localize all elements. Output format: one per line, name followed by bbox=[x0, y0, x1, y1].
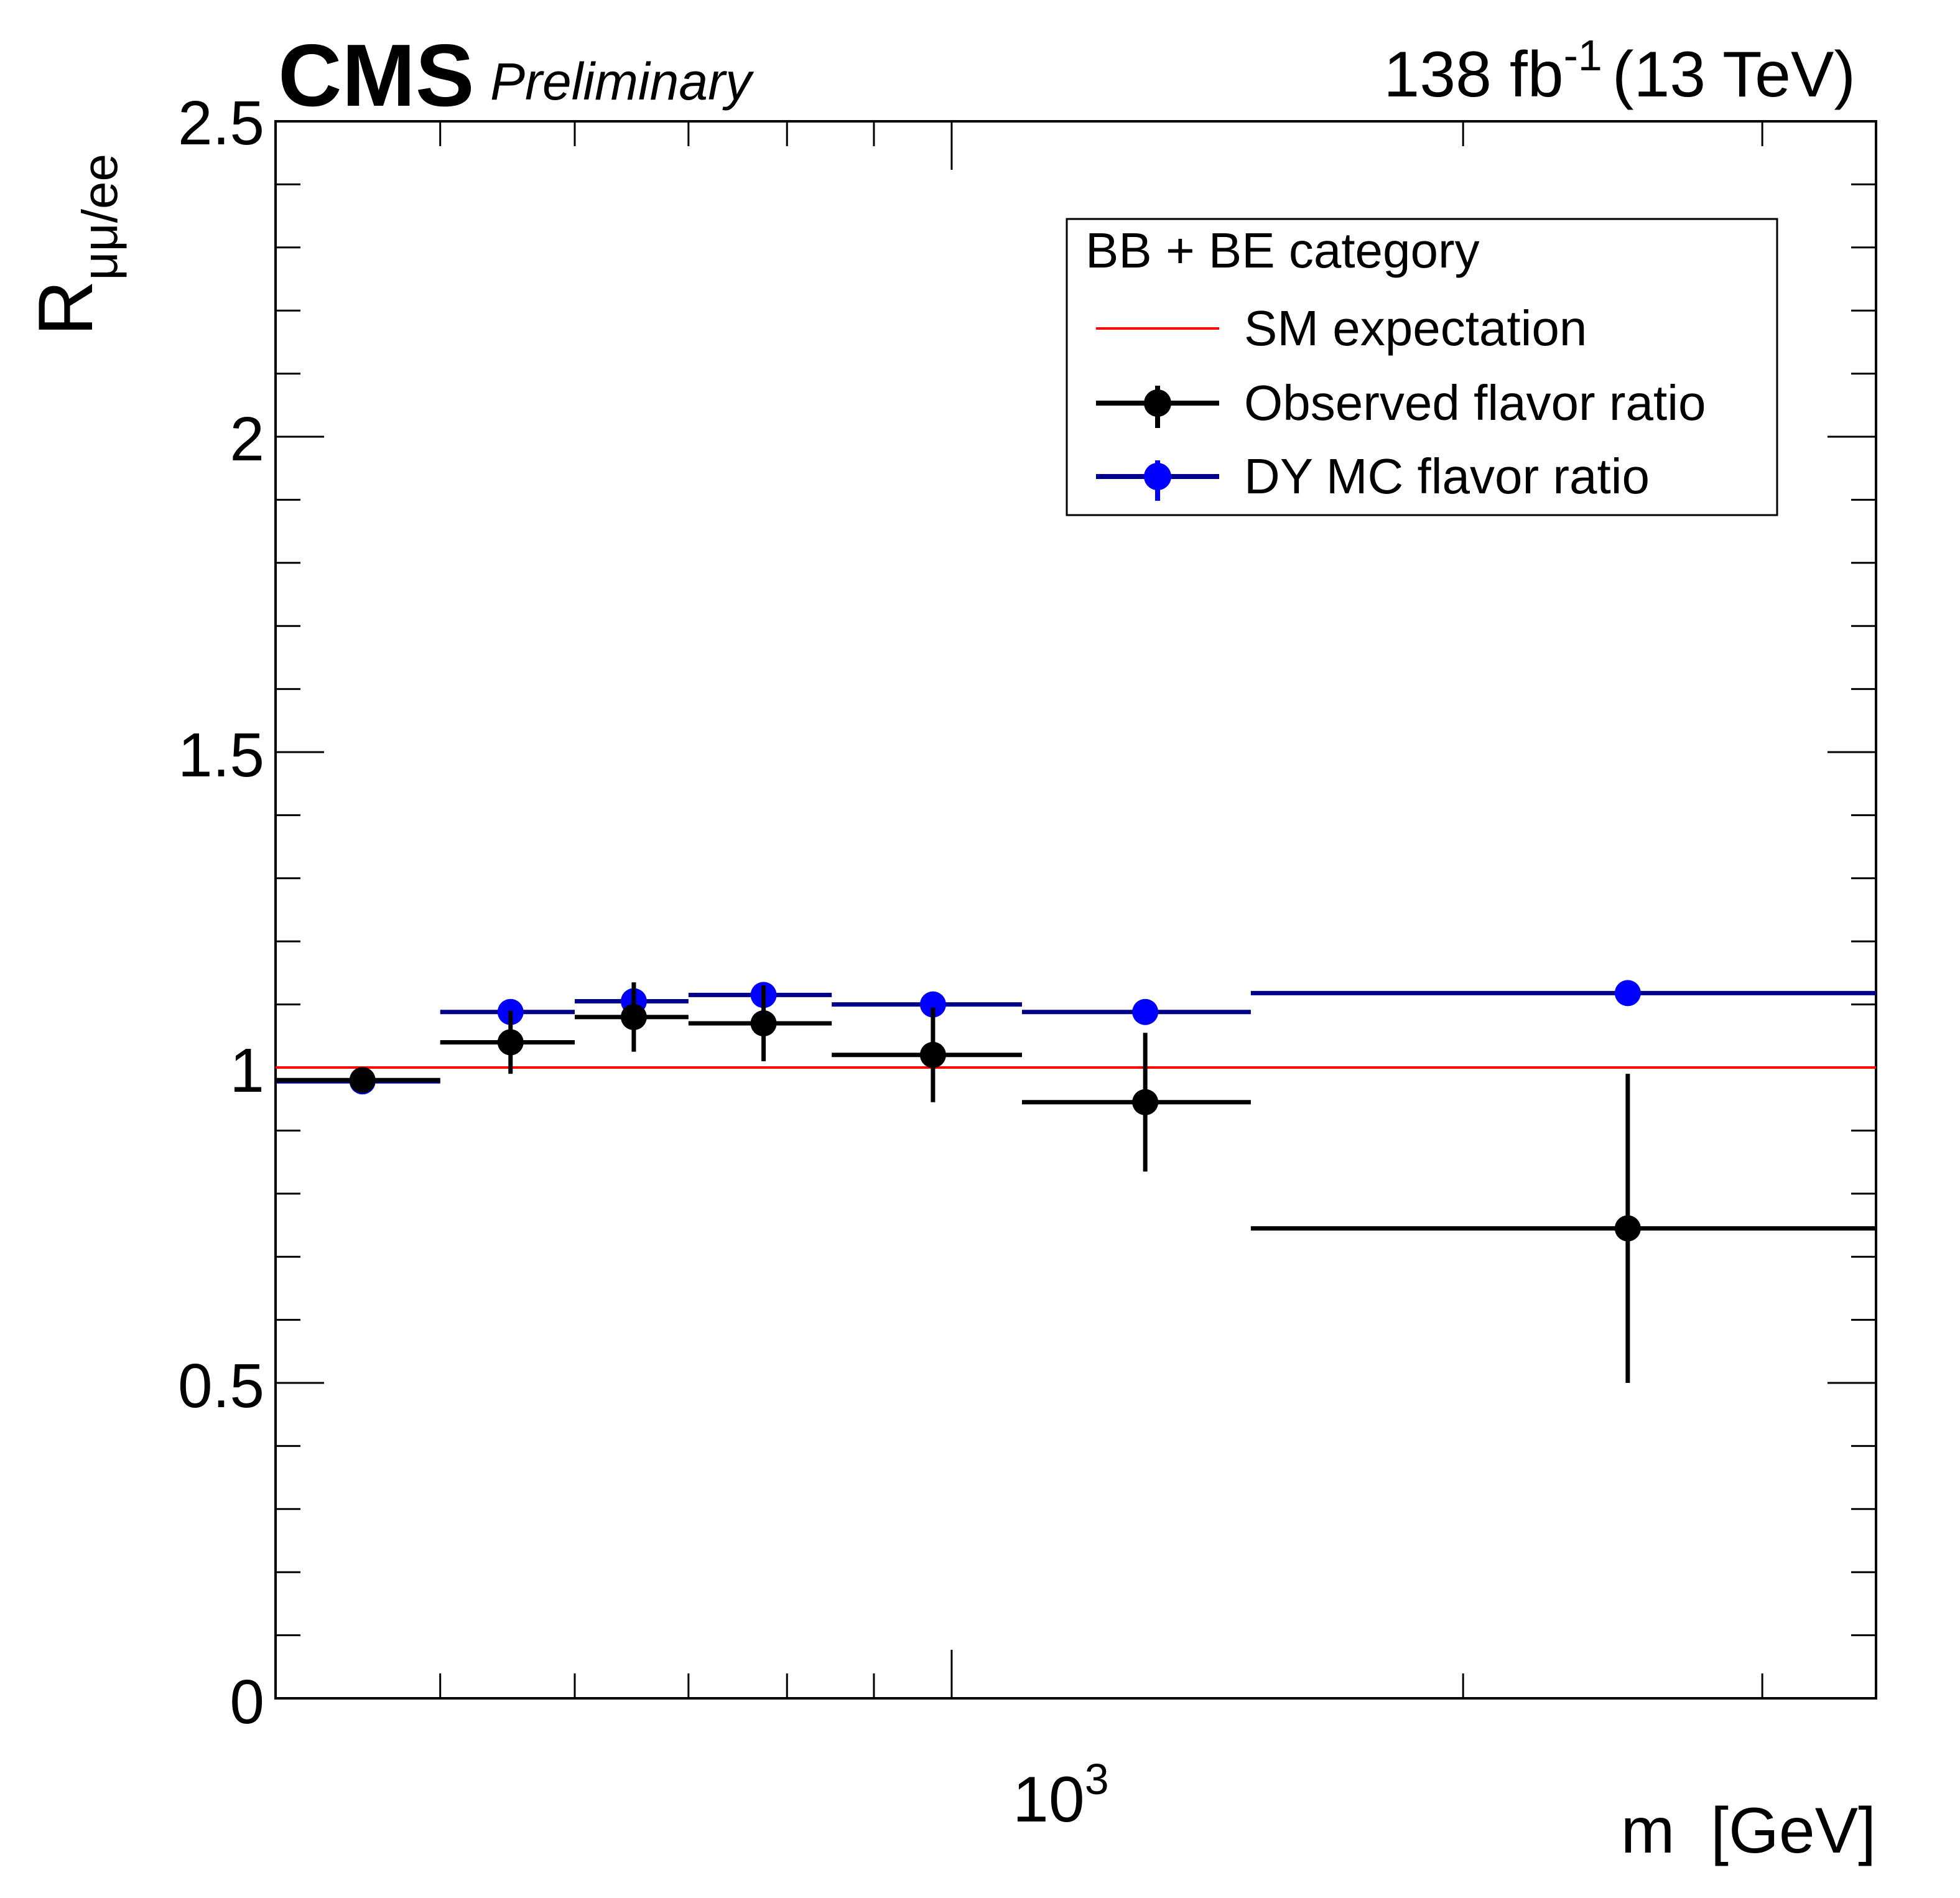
legend-box bbox=[1066, 218, 1778, 516]
y-tick-label-0.5: 0.5 bbox=[178, 1351, 264, 1421]
dy-mc-point bbox=[1614, 980, 1641, 1007]
legend-observed-marker bbox=[1144, 389, 1171, 417]
legend-title: BB + BE category bbox=[1085, 223, 1480, 278]
observed-point bbox=[919, 1041, 946, 1068]
observed-point bbox=[497, 1029, 524, 1056]
x-axis-label: m [GeV] bbox=[1621, 1795, 1876, 1867]
observed-point bbox=[620, 1003, 647, 1030]
y-axis-label: Rμμ/ee bbox=[23, 154, 128, 336]
observed-point bbox=[1614, 1215, 1641, 1242]
legend-dy-marker bbox=[1144, 463, 1171, 490]
y-tick-label-1: 1 bbox=[230, 1036, 264, 1105]
luminosity-label: 138 fb-1 (13 TeV) bbox=[1383, 31, 1855, 111]
legend-observed-label: Observed flavor ratio bbox=[1244, 375, 1706, 430]
cms-label: CMS bbox=[278, 26, 475, 125]
legend-sm-label: SM expectation bbox=[1244, 300, 1587, 356]
x-tick-label-1000: 103 bbox=[1013, 1755, 1109, 1836]
observed-point bbox=[1132, 1089, 1159, 1115]
y-tick-label-1.5: 1.5 bbox=[178, 720, 264, 790]
observed-point bbox=[349, 1067, 376, 1094]
y-tick-label-2.5: 2.5 bbox=[178, 88, 264, 158]
y-tick-label-2: 2 bbox=[230, 404, 264, 474]
preliminary-label: Preliminary bbox=[490, 52, 755, 111]
observed-point bbox=[750, 1010, 777, 1037]
dy-mc-point bbox=[1132, 998, 1159, 1025]
legend-dy-label: DY MC flavor ratio bbox=[1244, 449, 1650, 504]
observed-series bbox=[276, 982, 1876, 1383]
legend: BB + BE category SM expectation Observed… bbox=[1066, 218, 1778, 516]
plot-frame bbox=[274, 120, 1877, 1700]
dy-mc-point bbox=[919, 991, 946, 1018]
y-tick-label-0: 0 bbox=[230, 1667, 264, 1737]
